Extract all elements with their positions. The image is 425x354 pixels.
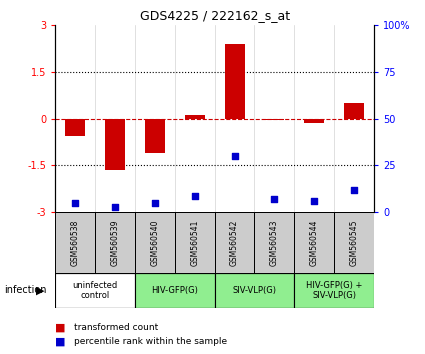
Text: GSM560540: GSM560540 xyxy=(150,219,159,266)
Bar xyxy=(294,212,334,273)
Text: GSM560543: GSM560543 xyxy=(270,219,279,266)
Text: GSM560539: GSM560539 xyxy=(110,219,119,266)
Bar xyxy=(55,273,135,308)
Point xyxy=(191,193,198,198)
Bar xyxy=(95,212,135,273)
Text: GSM560544: GSM560544 xyxy=(310,219,319,266)
Point xyxy=(72,200,79,206)
Bar xyxy=(185,115,205,119)
Text: percentile rank within the sample: percentile rank within the sample xyxy=(74,337,227,346)
Point xyxy=(112,204,119,210)
Bar xyxy=(65,119,85,136)
Bar xyxy=(105,119,125,170)
Bar xyxy=(135,212,175,273)
Text: infection: infection xyxy=(4,285,47,295)
Text: GSM560542: GSM560542 xyxy=(230,219,239,266)
Bar xyxy=(215,212,255,273)
Text: ■: ■ xyxy=(55,322,66,332)
Bar xyxy=(135,273,215,308)
Point xyxy=(271,196,278,202)
Point xyxy=(151,200,158,206)
Bar xyxy=(145,119,165,153)
Bar xyxy=(344,103,364,119)
Bar xyxy=(215,273,294,308)
Bar xyxy=(224,44,244,119)
Bar xyxy=(264,119,284,120)
Point xyxy=(351,187,357,193)
Bar xyxy=(294,273,374,308)
Text: GSM560541: GSM560541 xyxy=(190,219,199,266)
Text: ▶: ▶ xyxy=(36,285,45,295)
Point xyxy=(231,153,238,159)
Point xyxy=(311,198,317,204)
Text: uninfected
control: uninfected control xyxy=(73,281,118,300)
Bar xyxy=(175,212,215,273)
Text: SIV-VLP(G): SIV-VLP(G) xyxy=(232,286,277,295)
Text: HIV-GFP(G): HIV-GFP(G) xyxy=(151,286,198,295)
Bar xyxy=(55,212,95,273)
Bar xyxy=(334,212,374,273)
Text: ■: ■ xyxy=(55,337,66,347)
Text: HIV-GFP(G) +
SIV-VLP(G): HIV-GFP(G) + SIV-VLP(G) xyxy=(306,281,363,300)
Text: transformed count: transformed count xyxy=(74,323,159,332)
Text: GSM560538: GSM560538 xyxy=(71,219,79,266)
Text: GSM560545: GSM560545 xyxy=(350,219,359,266)
Title: GDS4225 / 222162_s_at: GDS4225 / 222162_s_at xyxy=(139,9,290,22)
Bar xyxy=(255,212,294,273)
Bar xyxy=(304,119,324,123)
